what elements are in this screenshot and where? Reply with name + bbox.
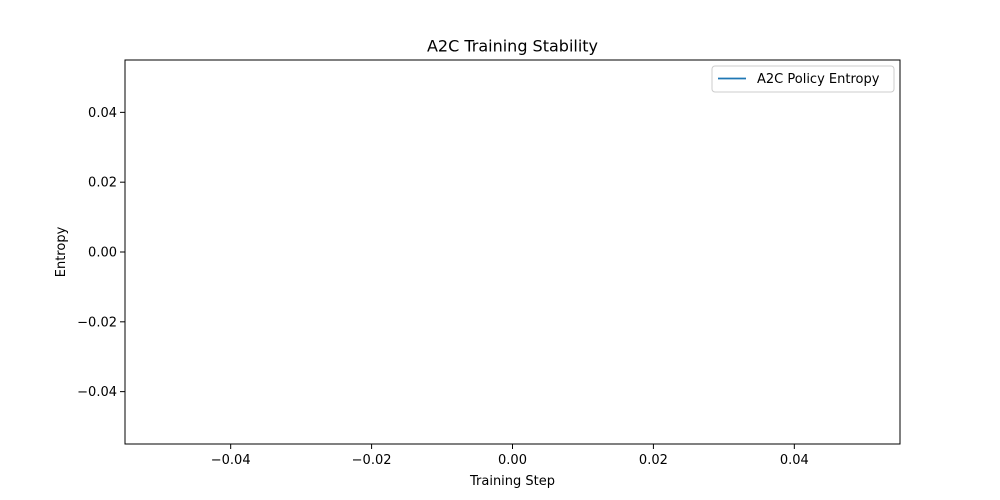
y-tick-label: −0.04 — [77, 385, 117, 400]
y-axis: 0.04 0.02 0.00 −0.02 −0.04 — [77, 106, 125, 400]
y-tick-label: −0.02 — [77, 315, 117, 330]
y-tick-label: 0.04 — [88, 106, 117, 121]
y-axis-label: Entropy — [54, 226, 69, 277]
y-tick-label: 0.00 — [88, 246, 117, 261]
plot-area — [124, 59, 901, 445]
y-tick-label: 0.02 — [88, 176, 117, 191]
x-tick-label: 0.04 — [780, 453, 809, 468]
legend-box — [711, 65, 895, 93]
x-tick-label: 0.02 — [639, 453, 668, 468]
x-tick-label: −0.04 — [211, 453, 251, 468]
x-axis: −0.04 −0.02 0.00 0.02 0.04 — [211, 444, 809, 468]
legend-entry-label: A2C Policy Entropy — [757, 72, 880, 87]
legend: A2C Policy Entropy — [711, 65, 895, 93]
x-tick-label: −0.02 — [352, 453, 392, 468]
chart-title: A2C Training Stability — [427, 37, 598, 56]
x-axis-label: Training Step — [469, 474, 555, 489]
x-tick-label: 0.00 — [498, 453, 527, 468]
